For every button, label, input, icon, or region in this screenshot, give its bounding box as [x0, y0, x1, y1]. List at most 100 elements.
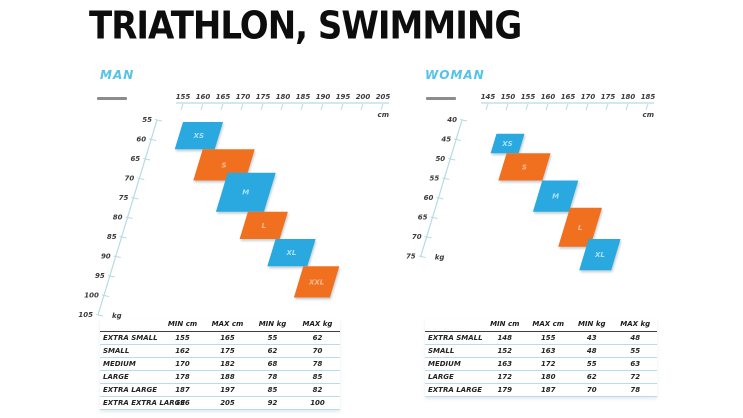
cm-axis-tick [585, 103, 589, 111]
cm-axis-tick [625, 103, 629, 111]
cm-tick-label: 185 [296, 93, 311, 101]
size-name-cell: LARGE [100, 370, 160, 384]
value-cell: 92 [250, 396, 295, 410]
kg-tick-label: 60 [136, 136, 146, 144]
cm-tick-label: 165 [561, 93, 576, 101]
woman-legend-dash [426, 97, 456, 100]
kg-tick-label: 55 [142, 116, 152, 124]
kg-unit-label: kg [435, 254, 445, 262]
value-cell: 152 [483, 344, 527, 358]
kg-axis-tick [148, 138, 157, 141]
kg-tick-label: 100 [84, 292, 99, 300]
column-header: MAX kg [295, 319, 340, 332]
cm-axis-tick [605, 103, 609, 111]
kg-tick-label: 45 [441, 136, 451, 144]
size-name-cell: EXTRA EXTRA LARGE [100, 396, 185, 410]
cm-unit-label: cm [378, 111, 389, 119]
value-cell: 55 [570, 357, 614, 371]
column-header [100, 319, 160, 332]
cm-tick-label: 185 [641, 93, 656, 101]
value-cell: 188 [205, 370, 250, 384]
kg-axis-tick [154, 119, 163, 122]
column-header: MAX kg [613, 319, 657, 332]
cm-axis-tick [180, 103, 184, 111]
cm-tick-label: 165 [216, 93, 231, 101]
value-cell: 187 [160, 383, 205, 397]
woman-size-chart: 145 150 155 160 165 170 175 180 185 cm 40 45 50 55 60 6… [406, 93, 656, 271]
value-cell: 43 [570, 331, 614, 345]
cm-tick-label: 155 [521, 93, 536, 101]
kg-axis-tick [131, 197, 139, 200]
table-row: EXTRA SMALL 148 155 43 48 [425, 331, 657, 345]
size-name-cell: MEDIUM [425, 357, 483, 371]
cm-axis-tick [340, 103, 344, 111]
woman-table: MIN cm MAX cm MIN kg MAX kg EXTRA SMALL 148 15… [425, 319, 657, 397]
value-cell: 172 [526, 357, 570, 371]
cm-tick-label: 155 [176, 93, 191, 101]
kg-axis-tick [430, 216, 438, 219]
table-row: EXTRA LARGE 179 187 70 78 [425, 383, 657, 397]
cm-tick-label: 180 [621, 93, 636, 101]
size-region-label-l: L [261, 222, 265, 230]
value-cell: 70 [295, 344, 340, 358]
value-cell: 165 [205, 331, 250, 345]
kg-axis-tick [418, 255, 426, 258]
table-row: LARGE 178 188 78 85 [100, 370, 340, 384]
cm-axis-tick [645, 103, 649, 111]
kg-axis-tick [119, 236, 127, 239]
size-name-cell: EXTRA LARGE [100, 383, 160, 397]
cm-axis-tick [485, 103, 489, 111]
kg-tick-label: 70 [125, 175, 135, 183]
man-size-chart: 155 160 165 170 175 180 185 190 195 200 205 cm 55 60 6… [78, 93, 390, 320]
kg-tick-label: 40 [447, 116, 457, 124]
kg-axis-tick [424, 236, 432, 239]
table-row: MEDIUM 163 172 55 63 [425, 357, 657, 371]
value-cell: 55 [250, 331, 295, 345]
size-region-xl [267, 239, 316, 267]
value-cell: 78 [250, 370, 295, 384]
cm-tick-label: 175 [256, 93, 271, 101]
value-cell: 55 [613, 344, 657, 358]
value-cell: 62 [570, 370, 614, 384]
kg-tick-label: 50 [435, 155, 445, 163]
size-region-m [532, 180, 579, 212]
size-region-l [558, 207, 602, 247]
size-region-label-xxl: XXL [308, 278, 324, 286]
value-cell: 187 [526, 383, 570, 397]
value-cell: 172 [483, 370, 527, 384]
table-row: EXTRA EXTRA LARGE 196 205 92 100 [100, 396, 340, 410]
cm-tick-label: 170 [581, 93, 596, 101]
size-region-label-l: L [578, 224, 582, 232]
value-cell: 72 [613, 370, 657, 384]
kg-tick-label: 75 [119, 194, 129, 202]
size-region-label-s: S [221, 161, 226, 169]
size-region-label-xl: XL [286, 249, 297, 257]
cm-axis-tick [280, 103, 284, 111]
value-cell: 205 [205, 396, 250, 410]
column-header: MIN cm [483, 319, 527, 332]
size-name-cell: LARGE [425, 370, 483, 384]
page-title: TRIATHLON, SWIMMING [89, 4, 522, 49]
value-cell: 155 [526, 331, 570, 345]
kg-tick-label: 105 [78, 311, 93, 319]
size-region-label-xs: XS [193, 132, 204, 140]
value-cell: 70 [570, 383, 614, 397]
value-cell: 68 [250, 357, 295, 371]
size-region-s [498, 153, 551, 181]
table-row: LARGE 172 180 62 72 [425, 370, 657, 384]
man-size-table-container: MIN cm MAX cm MIN kg MAX kg EXTRA SMALL 155 16… [100, 319, 340, 410]
kg-axis-tick [143, 158, 151, 161]
size-name-cell: EXTRA SMALL [425, 331, 483, 345]
table-row: SMALL 152 163 48 55 [425, 344, 657, 358]
cm-axis-tick [260, 103, 264, 111]
cm-axis-tick [200, 103, 204, 111]
column-header: MIN cm [160, 319, 205, 332]
size-region-label-xs: XS [501, 140, 512, 148]
value-cell: 48 [570, 344, 614, 358]
cm-axis-tick [525, 103, 529, 111]
size-region-label-m: M [552, 193, 559, 201]
kg-axis-tick [459, 119, 468, 122]
size-region-xl [579, 239, 621, 271]
value-cell: 85 [295, 370, 340, 384]
